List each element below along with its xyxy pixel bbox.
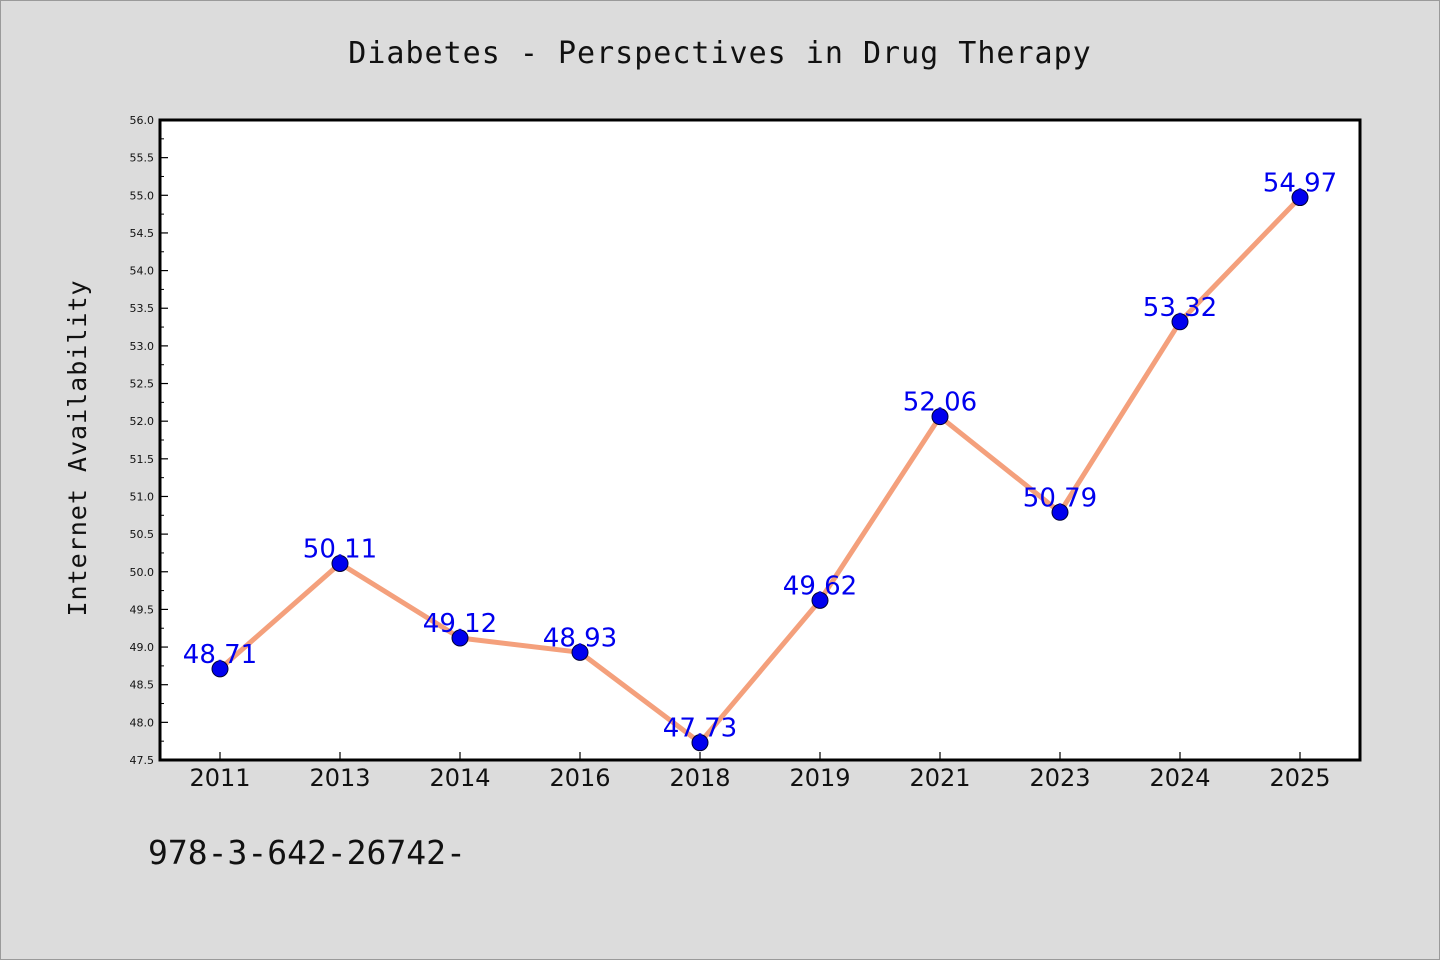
x-tick-label: 2024 — [1149, 764, 1210, 792]
y-tick-label: 47.5 — [130, 754, 155, 767]
data-point-marker — [331, 554, 349, 572]
y-tick-label: 49.0 — [130, 641, 155, 654]
y-tick-label: 56.0 — [130, 114, 155, 127]
chart-title: Diabetes - Perspectives in Drug Therapy — [348, 36, 1091, 71]
y-tick-label: 55.0 — [130, 189, 155, 202]
y-tick-label: 51.5 — [130, 453, 155, 466]
x-tick-label: 2019 — [789, 764, 850, 792]
x-tick-label: 2011 — [189, 764, 250, 792]
data-point-marker — [1051, 503, 1069, 521]
y-tick-label: 52.0 — [130, 415, 155, 428]
data-point-marker — [1171, 313, 1189, 331]
y-tick-label: 51.0 — [130, 490, 155, 503]
data-label: 48.71 — [183, 640, 257, 670]
footer-isbn-text: 978-3-642-26742- — [148, 833, 466, 872]
data-label: 52.06 — [903, 388, 977, 418]
plot-area — [158, 118, 1362, 762]
y-tick-label: 48.0 — [130, 716, 155, 729]
data-point-marker — [811, 591, 829, 609]
series-layer — [211, 189, 1309, 752]
x-tick-label: 2025 — [1269, 764, 1330, 792]
y-tick-label: 52.5 — [130, 378, 155, 391]
data-label-layer: 48.71 50.11 49.12 48.93 47.73 49.62 52.06 50.79… — [183, 169, 1337, 744]
data-label: 47.73 — [663, 714, 737, 744]
x-axis-ticks: 2011 2013 2014 2016 2018 2019 2021 2023 2024 2025 — [189, 752, 1331, 792]
data-label: 50.79 — [1023, 483, 1097, 513]
data-label: 49.62 — [783, 571, 857, 601]
y-tick-label: 54.0 — [130, 265, 155, 278]
data-point-marker — [211, 660, 229, 678]
data-label: 53.32 — [1143, 293, 1217, 323]
data-label: 50.11 — [303, 534, 377, 564]
y-tick-label: 53.0 — [130, 340, 155, 353]
y-tick-label: 53.5 — [130, 302, 155, 315]
data-point-marker — [1291, 189, 1309, 207]
data-point-marker — [451, 629, 469, 647]
y-tick-label: 54.5 — [130, 227, 155, 240]
x-tick-label: 2023 — [1029, 764, 1090, 792]
y-tick-label: 48.5 — [130, 679, 155, 692]
y-tick-label: 50.5 — [130, 528, 155, 541]
data-label: 49.12 — [423, 609, 497, 639]
y-tick-label: 55.5 — [130, 152, 155, 165]
x-tick-label: 2018 — [669, 764, 730, 792]
x-tick-label: 2021 — [909, 764, 970, 792]
data-point-marker — [931, 408, 949, 426]
x-tick-label: 2014 — [429, 764, 490, 792]
y-tick-label: 49.5 — [130, 603, 155, 616]
y-axis-label: Internet Availability — [63, 279, 92, 616]
data-label: 48.93 — [543, 623, 617, 653]
data-label: 54.97 — [1263, 169, 1337, 199]
x-tick-label: 2016 — [549, 764, 610, 792]
data-point-marker — [571, 643, 589, 661]
y-tick-label: 50.0 — [130, 566, 155, 579]
series-line — [217, 195, 1303, 746]
x-tick-label: 2013 — [309, 764, 370, 792]
y-axis-ticks: 47.5 48.0 48.5 49.0 49.5 50.0 50.5 51.0 51.5 52.0… — [130, 114, 168, 767]
data-point-marker — [691, 734, 709, 752]
